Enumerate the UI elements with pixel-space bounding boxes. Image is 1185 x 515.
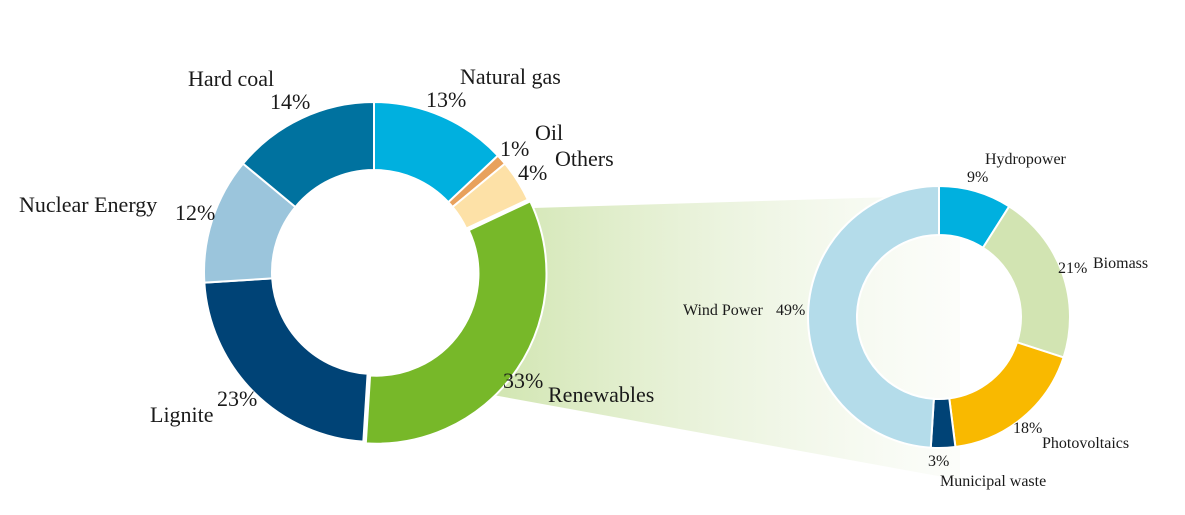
slice-pct-renewables: 33% bbox=[503, 368, 543, 393]
slice-label-biomass: Biomass bbox=[1093, 255, 1148, 272]
donut-slice-photovoltaics bbox=[948, 341, 1065, 449]
slice-pct-hydropower: 9% bbox=[967, 169, 988, 186]
slice-pct-natural-gas: 13% bbox=[426, 87, 466, 112]
slice-label-lignite: Lignite bbox=[150, 402, 214, 427]
slice-pct-nuclear-energy: 12% bbox=[175, 200, 215, 225]
donut-slice-others bbox=[451, 162, 530, 230]
renewables-breakdown-donut-chart bbox=[807, 184, 1071, 449]
slice-label-oil: Oil bbox=[535, 120, 563, 145]
slice-label-municipal-waste: Municipal waste bbox=[940, 473, 1046, 490]
donut-slice-hard-coal bbox=[241, 100, 375, 209]
slice-pct-oil: 1% bbox=[500, 136, 529, 161]
donut-slice-lignite bbox=[203, 277, 369, 443]
donut-slice-renewables bbox=[364, 199, 548, 445]
main-donut-labels: Natural gas 13% Oil 1% Others 4% 33% Ren… bbox=[19, 64, 654, 427]
slice-label-hard-coal: Hard coal bbox=[188, 66, 274, 91]
slice-pct-others: 4% bbox=[518, 160, 547, 185]
slice-label-wind-power: Wind Power bbox=[683, 302, 763, 319]
slice-pct-wind-power: 49% bbox=[776, 302, 805, 319]
slice-pct-lignite: 23% bbox=[217, 386, 257, 411]
slice-pct-biomass: 21% bbox=[1058, 260, 1087, 277]
slice-label-others: Others bbox=[555, 146, 614, 171]
slice-label-renewables: Renewables bbox=[548, 382, 654, 407]
slice-pct-photovoltaics: 18% bbox=[1013, 420, 1042, 437]
donut-slice-biomass bbox=[981, 205, 1071, 359]
slice-label-photovoltaics: Photovoltaics bbox=[1042, 435, 1129, 452]
sub-donut-labels: Hydropower 9% 21% Biomass 18% Photovolta… bbox=[683, 151, 1148, 490]
slice-pct-hard-coal: 14% bbox=[270, 89, 310, 114]
donut-slice-wind-power bbox=[807, 184, 940, 449]
slice-label-natural-gas: Natural gas bbox=[460, 64, 561, 89]
slice-label-hydropower: Hydropower bbox=[985, 151, 1067, 168]
main-donut-chart bbox=[203, 100, 548, 445]
slice-label-nuclear-energy: Nuclear Energy bbox=[19, 192, 157, 217]
slice-pct-municipal-waste: 3% bbox=[928, 453, 949, 470]
